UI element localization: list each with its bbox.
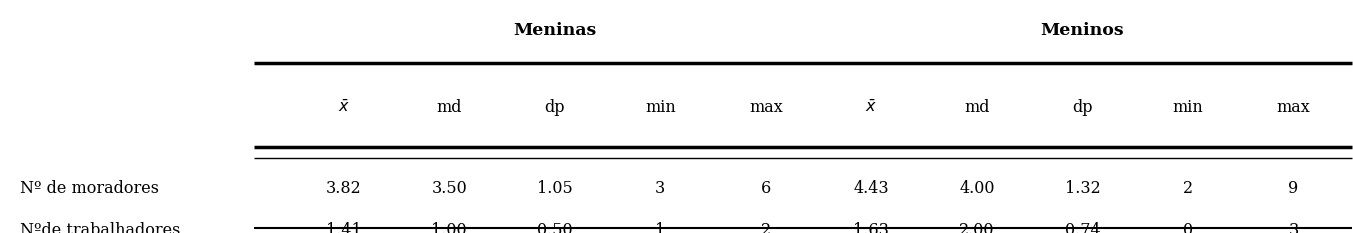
Text: 3: 3 xyxy=(1288,222,1299,233)
Text: 6: 6 xyxy=(760,180,771,197)
Text: 1.41: 1.41 xyxy=(326,222,361,233)
Text: 1.32: 1.32 xyxy=(1065,180,1100,197)
Text: md: md xyxy=(965,99,989,116)
Text: Nº de moradores: Nº de moradores xyxy=(20,180,160,197)
Text: max: max xyxy=(1277,99,1310,116)
Text: min: min xyxy=(645,99,675,116)
Text: max: max xyxy=(750,99,782,116)
Text: 4.00: 4.00 xyxy=(959,180,994,197)
Text: Meninos: Meninos xyxy=(1040,22,1124,39)
Text: 3: 3 xyxy=(655,180,666,197)
Text: min: min xyxy=(1173,99,1203,116)
Text: 9: 9 xyxy=(1288,180,1299,197)
Text: dp: dp xyxy=(1072,99,1093,116)
Text: 1.00: 1.00 xyxy=(432,222,467,233)
Text: md: md xyxy=(437,99,461,116)
Text: 4.43: 4.43 xyxy=(854,180,889,197)
Text: 3.50: 3.50 xyxy=(432,180,467,197)
Text: 0.74: 0.74 xyxy=(1065,222,1100,233)
Text: 2.00: 2.00 xyxy=(959,222,994,233)
Text: 1.05: 1.05 xyxy=(537,180,572,197)
Text: 3.82: 3.82 xyxy=(326,180,361,197)
Text: 0: 0 xyxy=(1183,222,1193,233)
Text: 2: 2 xyxy=(760,222,771,233)
Text: 0.50: 0.50 xyxy=(537,222,572,233)
Text: 2: 2 xyxy=(1183,180,1193,197)
Text: $\bar{x}$: $\bar{x}$ xyxy=(338,99,349,116)
Text: $\bar{x}$: $\bar{x}$ xyxy=(866,99,877,116)
Text: dp: dp xyxy=(544,99,566,116)
Text: Nºde trabalhadores: Nºde trabalhadores xyxy=(20,222,181,233)
Text: 1.63: 1.63 xyxy=(854,222,889,233)
Text: Meninas: Meninas xyxy=(513,22,597,39)
Text: 1: 1 xyxy=(655,222,666,233)
